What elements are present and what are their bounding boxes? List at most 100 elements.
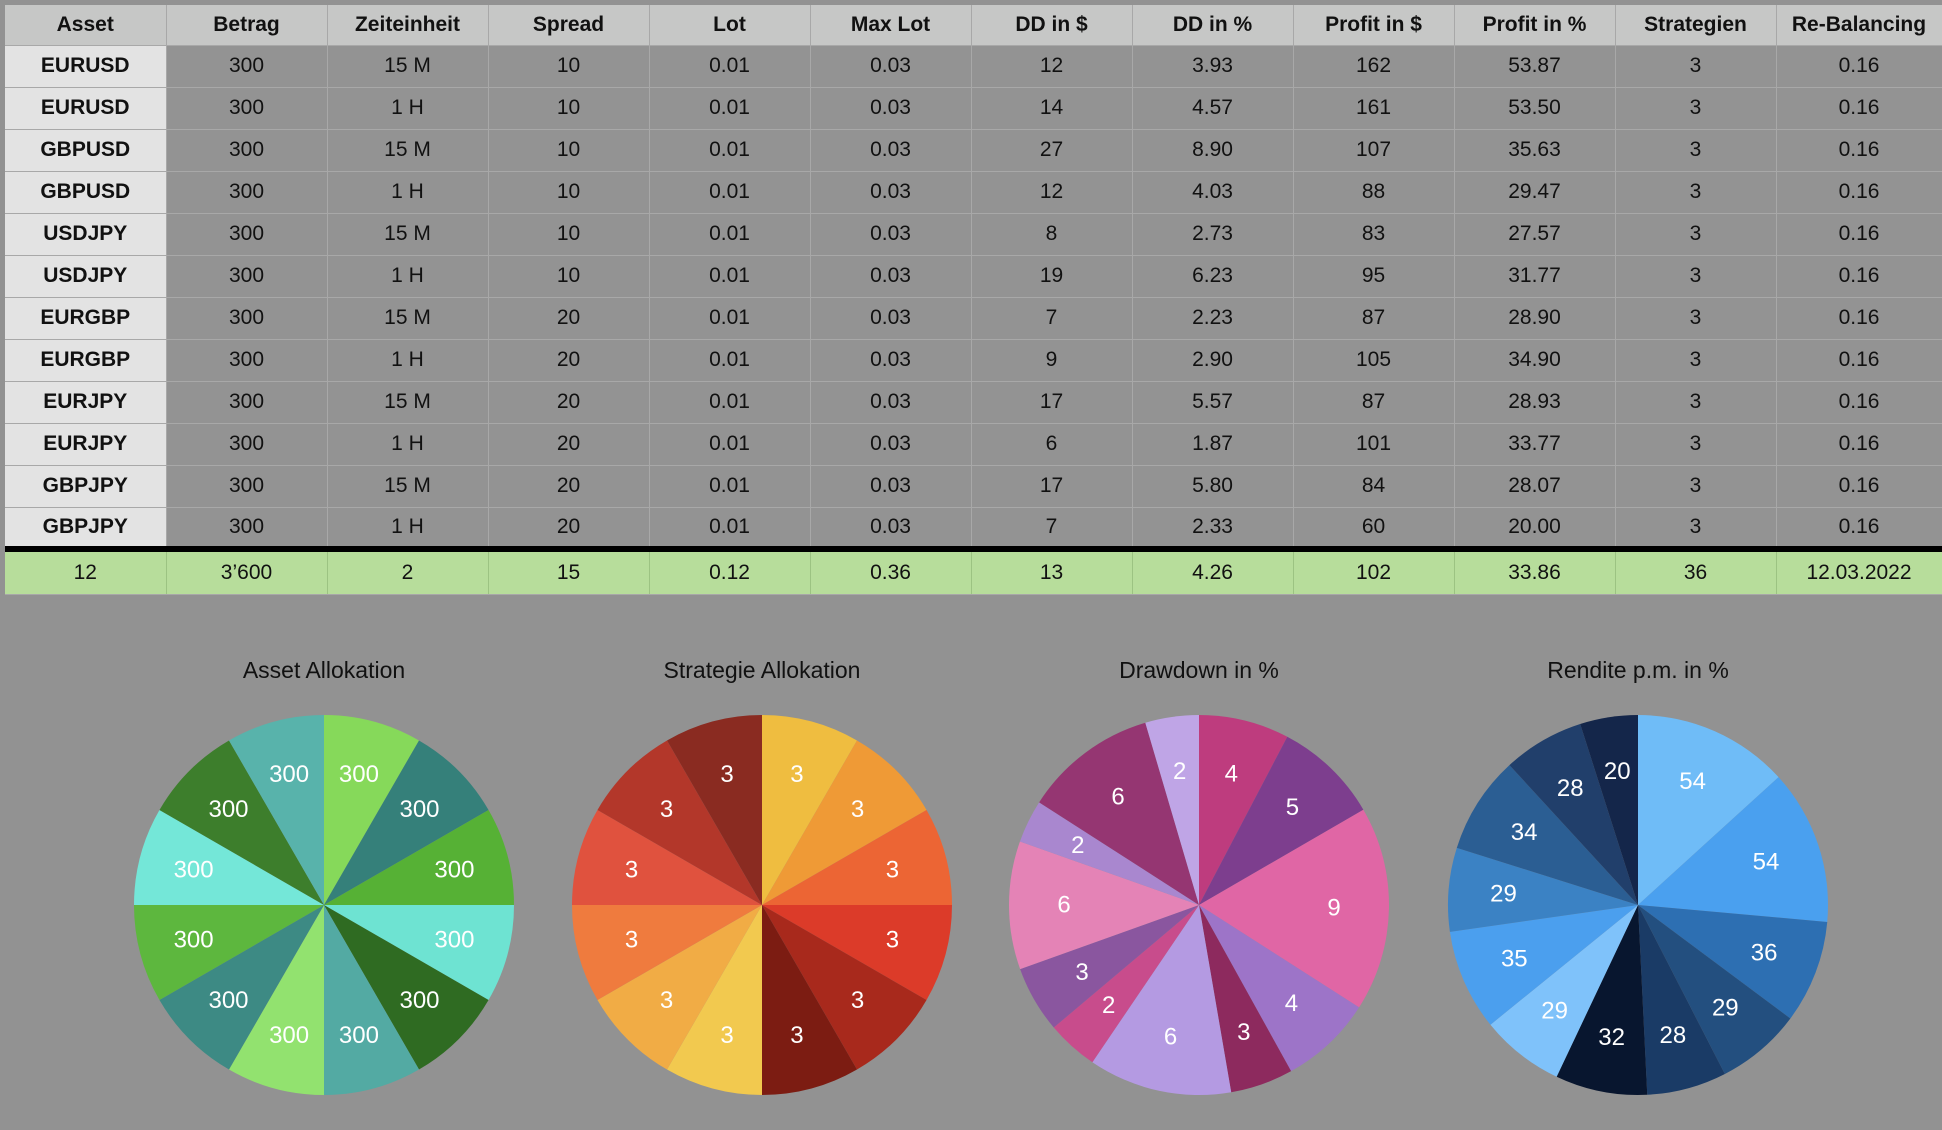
table-cell: 35.63 — [1454, 129, 1616, 172]
table-cell: 4.03 — [1132, 171, 1294, 214]
table-cell: 20 — [488, 465, 650, 508]
pie-slice — [1490, 905, 1638, 1077]
table-cell: 0.01 — [649, 87, 811, 130]
table-cell: 27.57 — [1454, 213, 1616, 256]
asset-allokation-chart: Asset Allokation 300 300 300 300 300 300 300 300… — [104, 650, 544, 1110]
pie-slice — [159, 740, 324, 905]
table-cell: 1 H — [327, 507, 489, 550]
table-cell: 3 — [1615, 381, 1777, 424]
table-cell: 5.80 — [1132, 465, 1294, 508]
table-cell: 0.03 — [810, 339, 972, 382]
table-cell: 9 — [971, 339, 1133, 382]
column-header: Spread — [488, 5, 650, 46]
pie-slice — [762, 715, 857, 905]
table-cell: 0.03 — [810, 507, 972, 550]
pie-slice — [229, 715, 324, 905]
pie-slice — [1039, 722, 1199, 905]
table-row: EURJPY 300 1 H 20 0.01 0.03 6 1.87 101 33.77 3 0.16 — [5, 423, 1942, 466]
slice-label: 3 — [660, 796, 673, 823]
slice-label: 3 — [660, 987, 673, 1014]
totals-cell: 12 — [5, 546, 167, 595]
slice-label: 6 — [1057, 892, 1070, 919]
data-table: Asset Betrag Zeiteinheit Spread Lot Max Lot DD… — [5, 5, 1942, 595]
asset-cell: EURUSD — [5, 87, 167, 130]
table-cell: 300 — [166, 507, 328, 550]
pie-slice — [1509, 724, 1638, 905]
table-cell: 0.03 — [810, 423, 972, 466]
slice-label: 2 — [1102, 992, 1115, 1019]
table-cell: 87 — [1293, 297, 1455, 340]
slice-label: 300 — [269, 761, 309, 788]
slice-label: 300 — [339, 1022, 379, 1049]
slice-label: 3 — [720, 1022, 733, 1049]
pie-slice — [1199, 905, 1360, 1072]
table-cell: 28.07 — [1454, 465, 1616, 508]
chart-title: Asset Allokation — [243, 657, 405, 683]
column-header: Asset — [5, 5, 167, 46]
slice-label: 3 — [1075, 959, 1088, 986]
slice-label: 3 — [625, 857, 638, 884]
pie-slice — [762, 740, 927, 905]
totals-cell: 4.26 — [1132, 546, 1294, 595]
table-cell: 17 — [971, 381, 1133, 424]
table-cell: 53.87 — [1454, 45, 1616, 88]
table-cell: 3.93 — [1132, 45, 1294, 88]
table-row: GBPUSD 300 15 M 10 0.01 0.03 27 8.90 107 35.63 3 0.… — [5, 129, 1942, 172]
table-cell: 0.01 — [649, 171, 811, 214]
asset-cell: EURUSD — [5, 45, 167, 88]
table-cell: 3 — [1615, 339, 1777, 382]
table-cell: 3 — [1615, 87, 1777, 130]
table-cell: 0.01 — [649, 507, 811, 550]
table-cell: 1 H — [327, 87, 489, 130]
pie-slice — [1638, 777, 1828, 922]
table-cell: 0.03 — [810, 45, 972, 88]
column-header: Zeiteinheit — [327, 5, 489, 46]
slice-label: 28 — [1660, 1022, 1687, 1049]
table-cell: 1 H — [327, 255, 489, 298]
pie-slice — [1638, 905, 1725, 1095]
table-cell: 0.01 — [649, 339, 811, 382]
slice-label: 3 — [851, 796, 864, 823]
pie-slice — [1199, 736, 1364, 905]
table-cell: 0.03 — [810, 255, 972, 298]
table-cell: 15 M — [327, 213, 489, 256]
slice-label: 300 — [434, 926, 474, 953]
table-cell: 3 — [1615, 507, 1777, 550]
column-header: DD in % — [1132, 5, 1294, 46]
table-cell: 0.01 — [649, 213, 811, 256]
table-row: EURGBP 300 1 H 20 0.01 0.03 9 2.90 105 34.90 3 0.16 — [5, 339, 1942, 382]
pie-slice — [762, 905, 927, 1070]
slice-label: 300 — [399, 796, 439, 823]
table-cell: 10 — [488, 255, 650, 298]
slice-label: 29 — [1490, 881, 1517, 908]
table-cell: 3 — [1615, 465, 1777, 508]
column-header: DD in $ — [971, 5, 1133, 46]
table-cell: 84 — [1293, 465, 1455, 508]
table-cell: 0.16 — [1776, 423, 1942, 466]
table-cell: 0.16 — [1776, 129, 1942, 172]
table-cell: 14 — [971, 87, 1133, 130]
table-cell: 10 — [488, 87, 650, 130]
slice-label: 3 — [790, 761, 803, 788]
slice-label: 300 — [399, 987, 439, 1014]
pie-slice — [572, 810, 762, 905]
table-cell: 300 — [166, 87, 328, 130]
slice-label: 3 — [886, 857, 899, 884]
table-cell: 95 — [1293, 255, 1455, 298]
table-cell: 31.77 — [1454, 255, 1616, 298]
asset-cell: GBPUSD — [5, 171, 167, 214]
slice-label: 54 — [1679, 768, 1706, 795]
table-cell: 3 — [1615, 255, 1777, 298]
table-row: GBPUSD 300 1 H 10 0.01 0.03 12 4.03 88 29.47 3 0.16 — [5, 171, 1942, 214]
table-cell: 60 — [1293, 507, 1455, 550]
pie-slice — [1092, 905, 1232, 1096]
column-header: Re-Balancing — [1776, 5, 1942, 46]
table-cell: 15 M — [327, 297, 489, 340]
column-header: Strategien — [1615, 5, 1777, 46]
slice-label: 2 — [1071, 832, 1084, 859]
slice-label: 300 — [269, 1022, 309, 1049]
table-row: GBPJPY 300 1 H 20 0.01 0.03 7 2.33 60 20.00 3 0.16 — [5, 507, 1942, 550]
slice-label: 300 — [208, 987, 248, 1014]
pie-slice — [1556, 905, 1648, 1095]
table-cell: 5.57 — [1132, 381, 1294, 424]
